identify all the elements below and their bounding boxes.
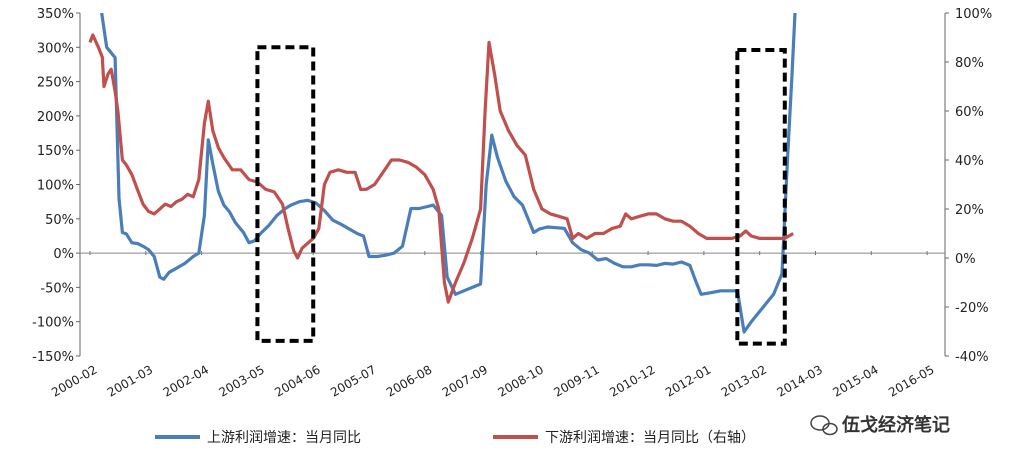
downstream-series-line (88, 33, 795, 304)
dashed-highlight-box (735, 48, 787, 346)
x-tick-label: 2000-02 (49, 362, 99, 399)
right-tick-label: 40% (955, 154, 984, 169)
right-tick-label: 0% (955, 252, 976, 267)
x-tick-label: 2004-06 (272, 362, 322, 399)
x-tick-label: 2008-10 (496, 362, 546, 399)
watermark: 伍戈经济笔记 (810, 414, 950, 436)
x-tick-label: 2012-01 (663, 362, 713, 399)
left-tick-label: -150% (32, 350, 74, 365)
left-tick-label: 250% (37, 76, 74, 91)
left-tick-label: 0% (53, 247, 74, 262)
right-tick-label: 60% (955, 105, 984, 120)
left-tick-label: 150% (37, 144, 74, 159)
x-tick-label: 2002-04 (161, 362, 211, 399)
legend: 上游利润增速：当月同比 下游利润增速：当月同比（右轴） (155, 430, 755, 446)
series-group (88, 13, 797, 334)
x-tick-label: 2001-03 (105, 362, 155, 399)
left-tick-label: -50% (40, 281, 74, 296)
left-tick-label: 50% (45, 213, 74, 228)
right-tick-label: 20% (955, 203, 984, 218)
right-y-axis: 100% 80% 60% 40% 20% 0% -20% -40% (944, 7, 992, 365)
x-tick-label: 2016-05 (886, 362, 936, 399)
left-y-axis: 350% 300% 250% 200% 150% 100% 50% 0% -50% -100% -1… (32, 7, 81, 365)
x-tick-label: 2014-03 (775, 362, 825, 399)
legend-upstream-label: 上游利润增速：当月同比 (207, 430, 361, 446)
x-tick-label: 2005-07 (328, 362, 378, 399)
upstream-series-line (100, 13, 797, 334)
x-axis: 2000-02 2001-03 2002-04 2003-05 2004-06 2005-… (49, 251, 937, 400)
x-tick-label: 2003-05 (216, 362, 266, 399)
right-tick-label: -20% (955, 301, 989, 316)
x-tick-label: 2010-12 (607, 362, 657, 399)
x-tick-label: 2009-11 (551, 362, 601, 399)
watermark-text: 伍戈经济笔记 (841, 414, 950, 436)
right-tick-label: -40% (955, 350, 989, 365)
x-tick-label: 2015-04 (830, 362, 880, 399)
right-tick-label: 100% (955, 7, 992, 22)
left-tick-label: 350% (37, 7, 74, 22)
left-tick-label: 300% (37, 41, 74, 56)
dashed-highlight-box (255, 45, 316, 343)
left-tick-label: -100% (32, 316, 74, 331)
annotation-group (255, 45, 787, 346)
legend-downstream-label: 下游利润增速：当月同比（右轴） (545, 430, 755, 446)
right-tick-label: 80% (955, 56, 984, 71)
left-tick-label: 100% (37, 179, 74, 194)
left-tick-label: 200% (37, 110, 74, 125)
x-tick-label: 2013-02 (719, 362, 769, 399)
wechat-icon (810, 415, 838, 436)
x-tick-label: 2006-08 (384, 362, 434, 399)
x-tick-label: 2007-09 (440, 362, 490, 399)
